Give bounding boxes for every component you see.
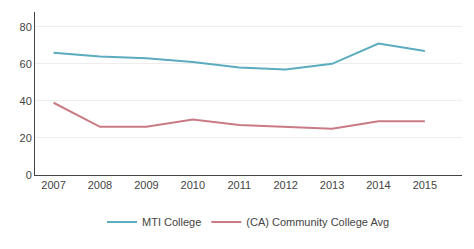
svg-text:40: 40 [20,95,32,107]
svg-text:2007: 2007 [41,179,65,191]
svg-text:60: 60 [20,58,32,70]
svg-text:2015: 2015 [413,179,437,191]
svg-text:2008: 2008 [88,179,112,191]
svg-text:(CA) Community College Avg: (CA) Community College Avg [246,216,389,228]
svg-text:2010: 2010 [181,179,205,191]
svg-text:80: 80 [20,21,32,33]
svg-text:2013: 2013 [320,179,344,191]
svg-text:MTI College: MTI College [142,216,201,228]
svg-text:2014: 2014 [366,179,390,191]
svg-text:20: 20 [20,132,32,144]
svg-text:2009: 2009 [134,179,158,191]
svg-text:0: 0 [26,169,32,181]
svg-text:2012: 2012 [273,179,297,191]
svg-text:2011: 2011 [227,179,251,191]
